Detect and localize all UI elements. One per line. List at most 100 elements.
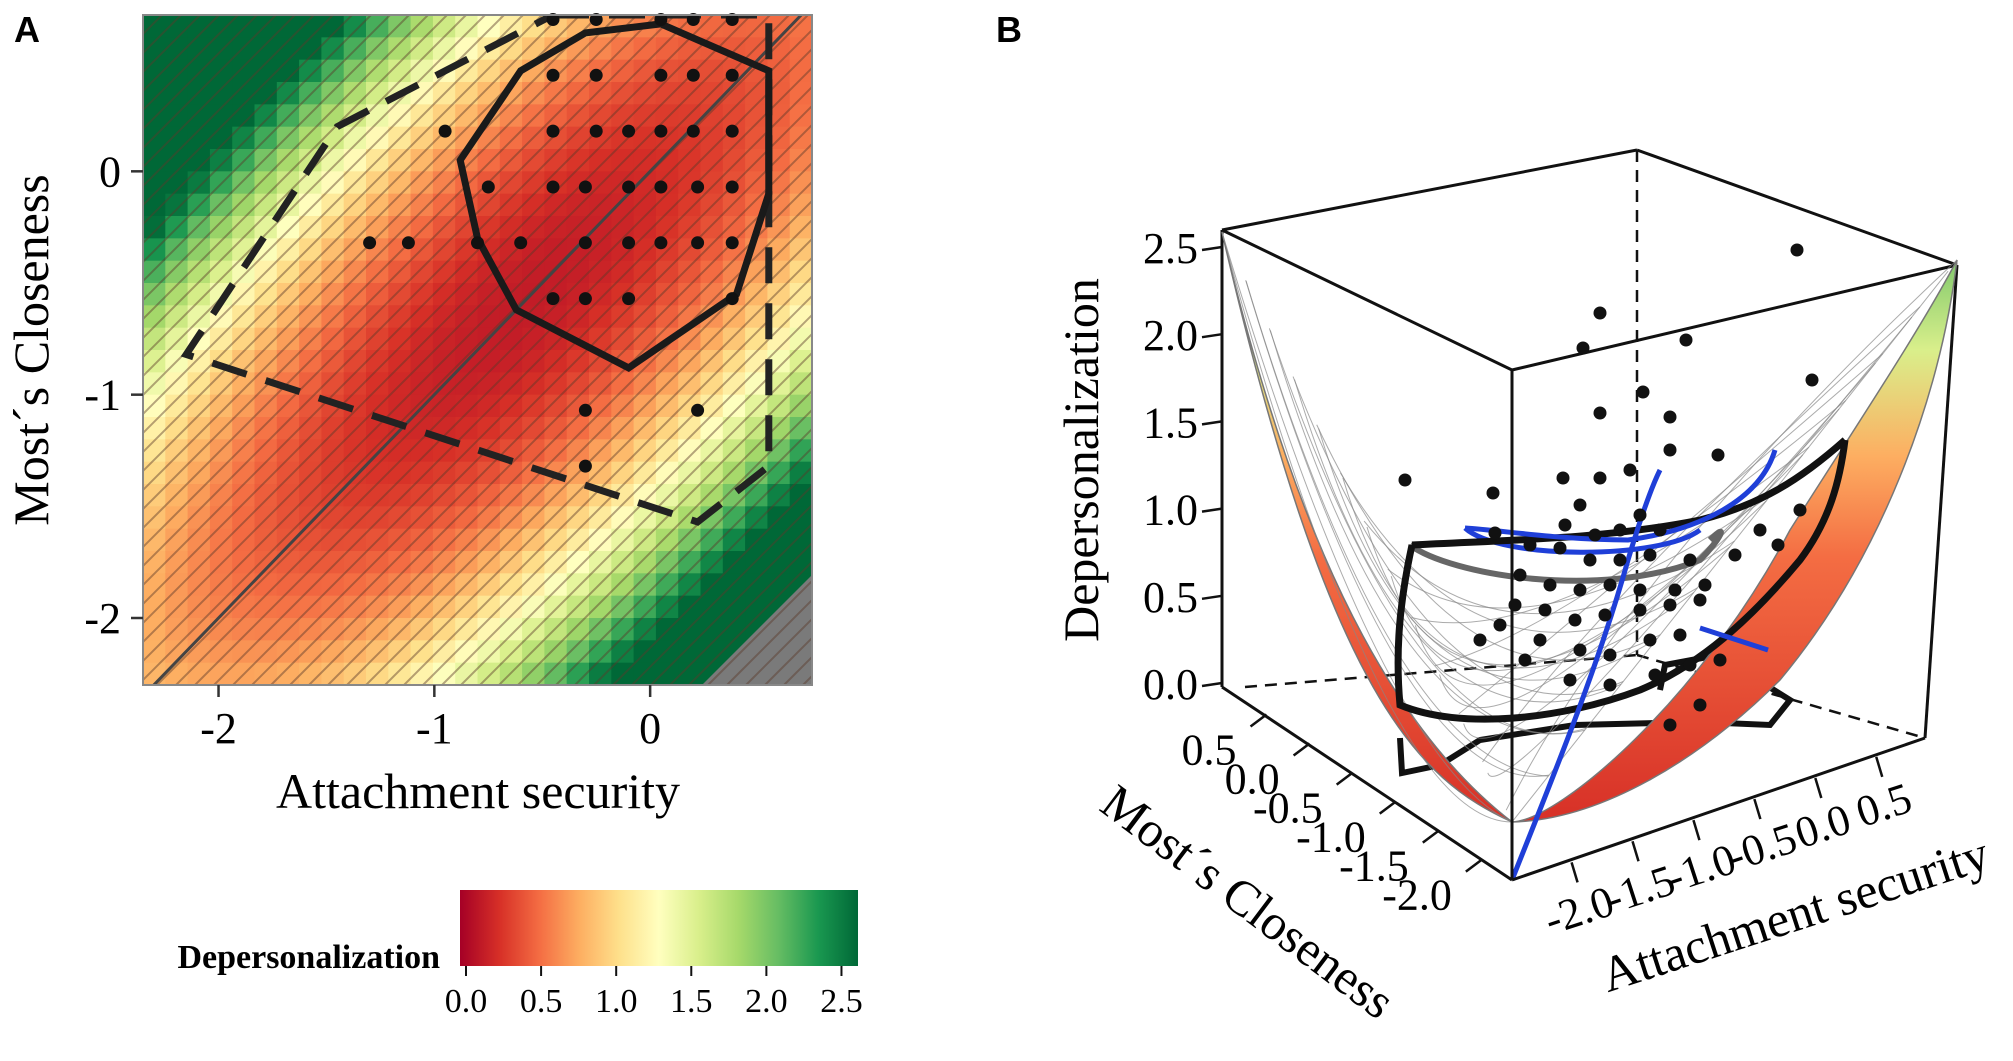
heatmap-cell xyxy=(143,372,166,396)
heatmap-cell xyxy=(165,506,189,530)
heatmap-cell xyxy=(589,149,612,172)
heatmap-cell xyxy=(165,551,189,574)
hatch-line xyxy=(143,15,429,302)
heatmap-cell xyxy=(343,372,367,396)
heatmap-cell xyxy=(767,126,791,150)
heatmap-cell xyxy=(522,640,545,664)
heatmap-cell xyxy=(499,350,523,373)
heatmap-cell xyxy=(165,171,189,195)
data-point-3d xyxy=(1633,508,1647,522)
hatch-line xyxy=(194,66,812,685)
heatmap-cell xyxy=(633,439,657,463)
heatmap-cell xyxy=(343,573,367,597)
data-point-3d xyxy=(1613,523,1627,537)
heatmap-cell xyxy=(143,15,166,38)
line-of-congruence xyxy=(151,15,804,685)
heatmap-cell xyxy=(789,417,812,440)
heatmap-cell xyxy=(276,171,300,195)
heatmap-cell xyxy=(299,126,322,150)
heatmap-cell xyxy=(477,662,501,685)
heatmap-cell xyxy=(276,551,300,574)
y-tick-mark-3d xyxy=(1465,858,1483,873)
hatch-line xyxy=(270,142,812,685)
heatmap-cell xyxy=(165,149,189,172)
heatmap-cell xyxy=(165,15,189,38)
hatch-line xyxy=(308,180,812,685)
data-point xyxy=(654,124,668,138)
heatmap-cell xyxy=(789,528,812,552)
data-point xyxy=(438,124,452,138)
heatmap-cell xyxy=(366,15,389,38)
heatmap-cell xyxy=(499,126,523,150)
heatmap-cell xyxy=(700,573,724,597)
heatmap-cell xyxy=(522,283,545,306)
heatmap-cell xyxy=(655,394,679,418)
heatmap-cell xyxy=(321,15,345,38)
heatmap-cell xyxy=(522,484,545,507)
heatmap-cell xyxy=(655,372,679,396)
data-point-3d xyxy=(1663,443,1677,457)
heatmap-cell xyxy=(789,15,812,38)
heatmap-cell xyxy=(388,283,412,306)
heatmap-cell xyxy=(700,372,724,396)
data-point-3d xyxy=(1486,486,1500,500)
heatmap-cell xyxy=(544,216,568,239)
hatch-line xyxy=(143,15,296,169)
surface-contour-grey xyxy=(1408,528,1724,584)
heatmap-cell xyxy=(566,595,590,619)
x-tick-mark-3d xyxy=(1875,756,1884,778)
heatmap-cell xyxy=(321,126,345,150)
heatmap-cell xyxy=(299,238,322,262)
heatmap-cell xyxy=(544,350,568,373)
data-point-3d xyxy=(1558,518,1572,532)
heatmap-cell xyxy=(678,618,702,641)
data-point-3d xyxy=(1643,633,1657,647)
heatmap-cell xyxy=(745,506,768,530)
heatmap-cell xyxy=(633,506,657,530)
heatmap-cell xyxy=(745,573,768,597)
heatmap-cell xyxy=(655,37,679,61)
heatmap-cell xyxy=(678,104,702,128)
heatmap-cell xyxy=(767,461,791,485)
z-tick-mark xyxy=(1201,681,1223,688)
surface-hull-black xyxy=(1394,439,1849,723)
heatmap-cell xyxy=(276,528,300,552)
heatmap-cell xyxy=(789,126,812,150)
heatmap-cell xyxy=(187,662,211,685)
mesh-line xyxy=(1363,520,1735,615)
heatmap-cell xyxy=(566,260,590,284)
heatmap-cell xyxy=(722,372,746,396)
data-point-3d xyxy=(1488,526,1502,540)
heatmap-cell xyxy=(299,283,322,306)
x-tick-mark-3d xyxy=(1570,861,1579,883)
heatmap-cell xyxy=(366,506,389,530)
heatmap-cell xyxy=(589,417,612,440)
heatmap-cell xyxy=(276,216,300,239)
data-point xyxy=(589,124,603,138)
heatmap-cell xyxy=(276,350,300,373)
heatmap-cell xyxy=(254,618,278,641)
heatmap-cell xyxy=(522,126,545,150)
heatmap-cell xyxy=(321,618,345,641)
heatmap-cell xyxy=(410,506,434,530)
heatmap-cell xyxy=(455,595,479,619)
heatmap-cell xyxy=(477,640,501,664)
heatmap-cell xyxy=(633,283,657,306)
heatmap-cell xyxy=(611,573,635,597)
box-edge xyxy=(1923,264,1959,739)
heatmap-cell xyxy=(343,640,367,664)
heatmap-cell xyxy=(410,260,434,284)
heatmap-cell xyxy=(767,238,791,262)
data-point xyxy=(622,124,636,138)
heatmap-cell xyxy=(544,595,568,619)
heatmap-cell xyxy=(209,126,233,150)
heatmap-cell xyxy=(522,528,545,552)
heatmap-cell xyxy=(388,305,412,329)
heatmap-cell xyxy=(611,216,635,239)
heatmap-cell xyxy=(299,260,322,284)
heatmap-cell xyxy=(455,573,479,597)
heatmap-cell xyxy=(767,171,791,195)
heatmap-cell xyxy=(254,260,278,284)
heatmap-cell xyxy=(655,216,679,239)
heatmap-cell xyxy=(232,640,256,664)
